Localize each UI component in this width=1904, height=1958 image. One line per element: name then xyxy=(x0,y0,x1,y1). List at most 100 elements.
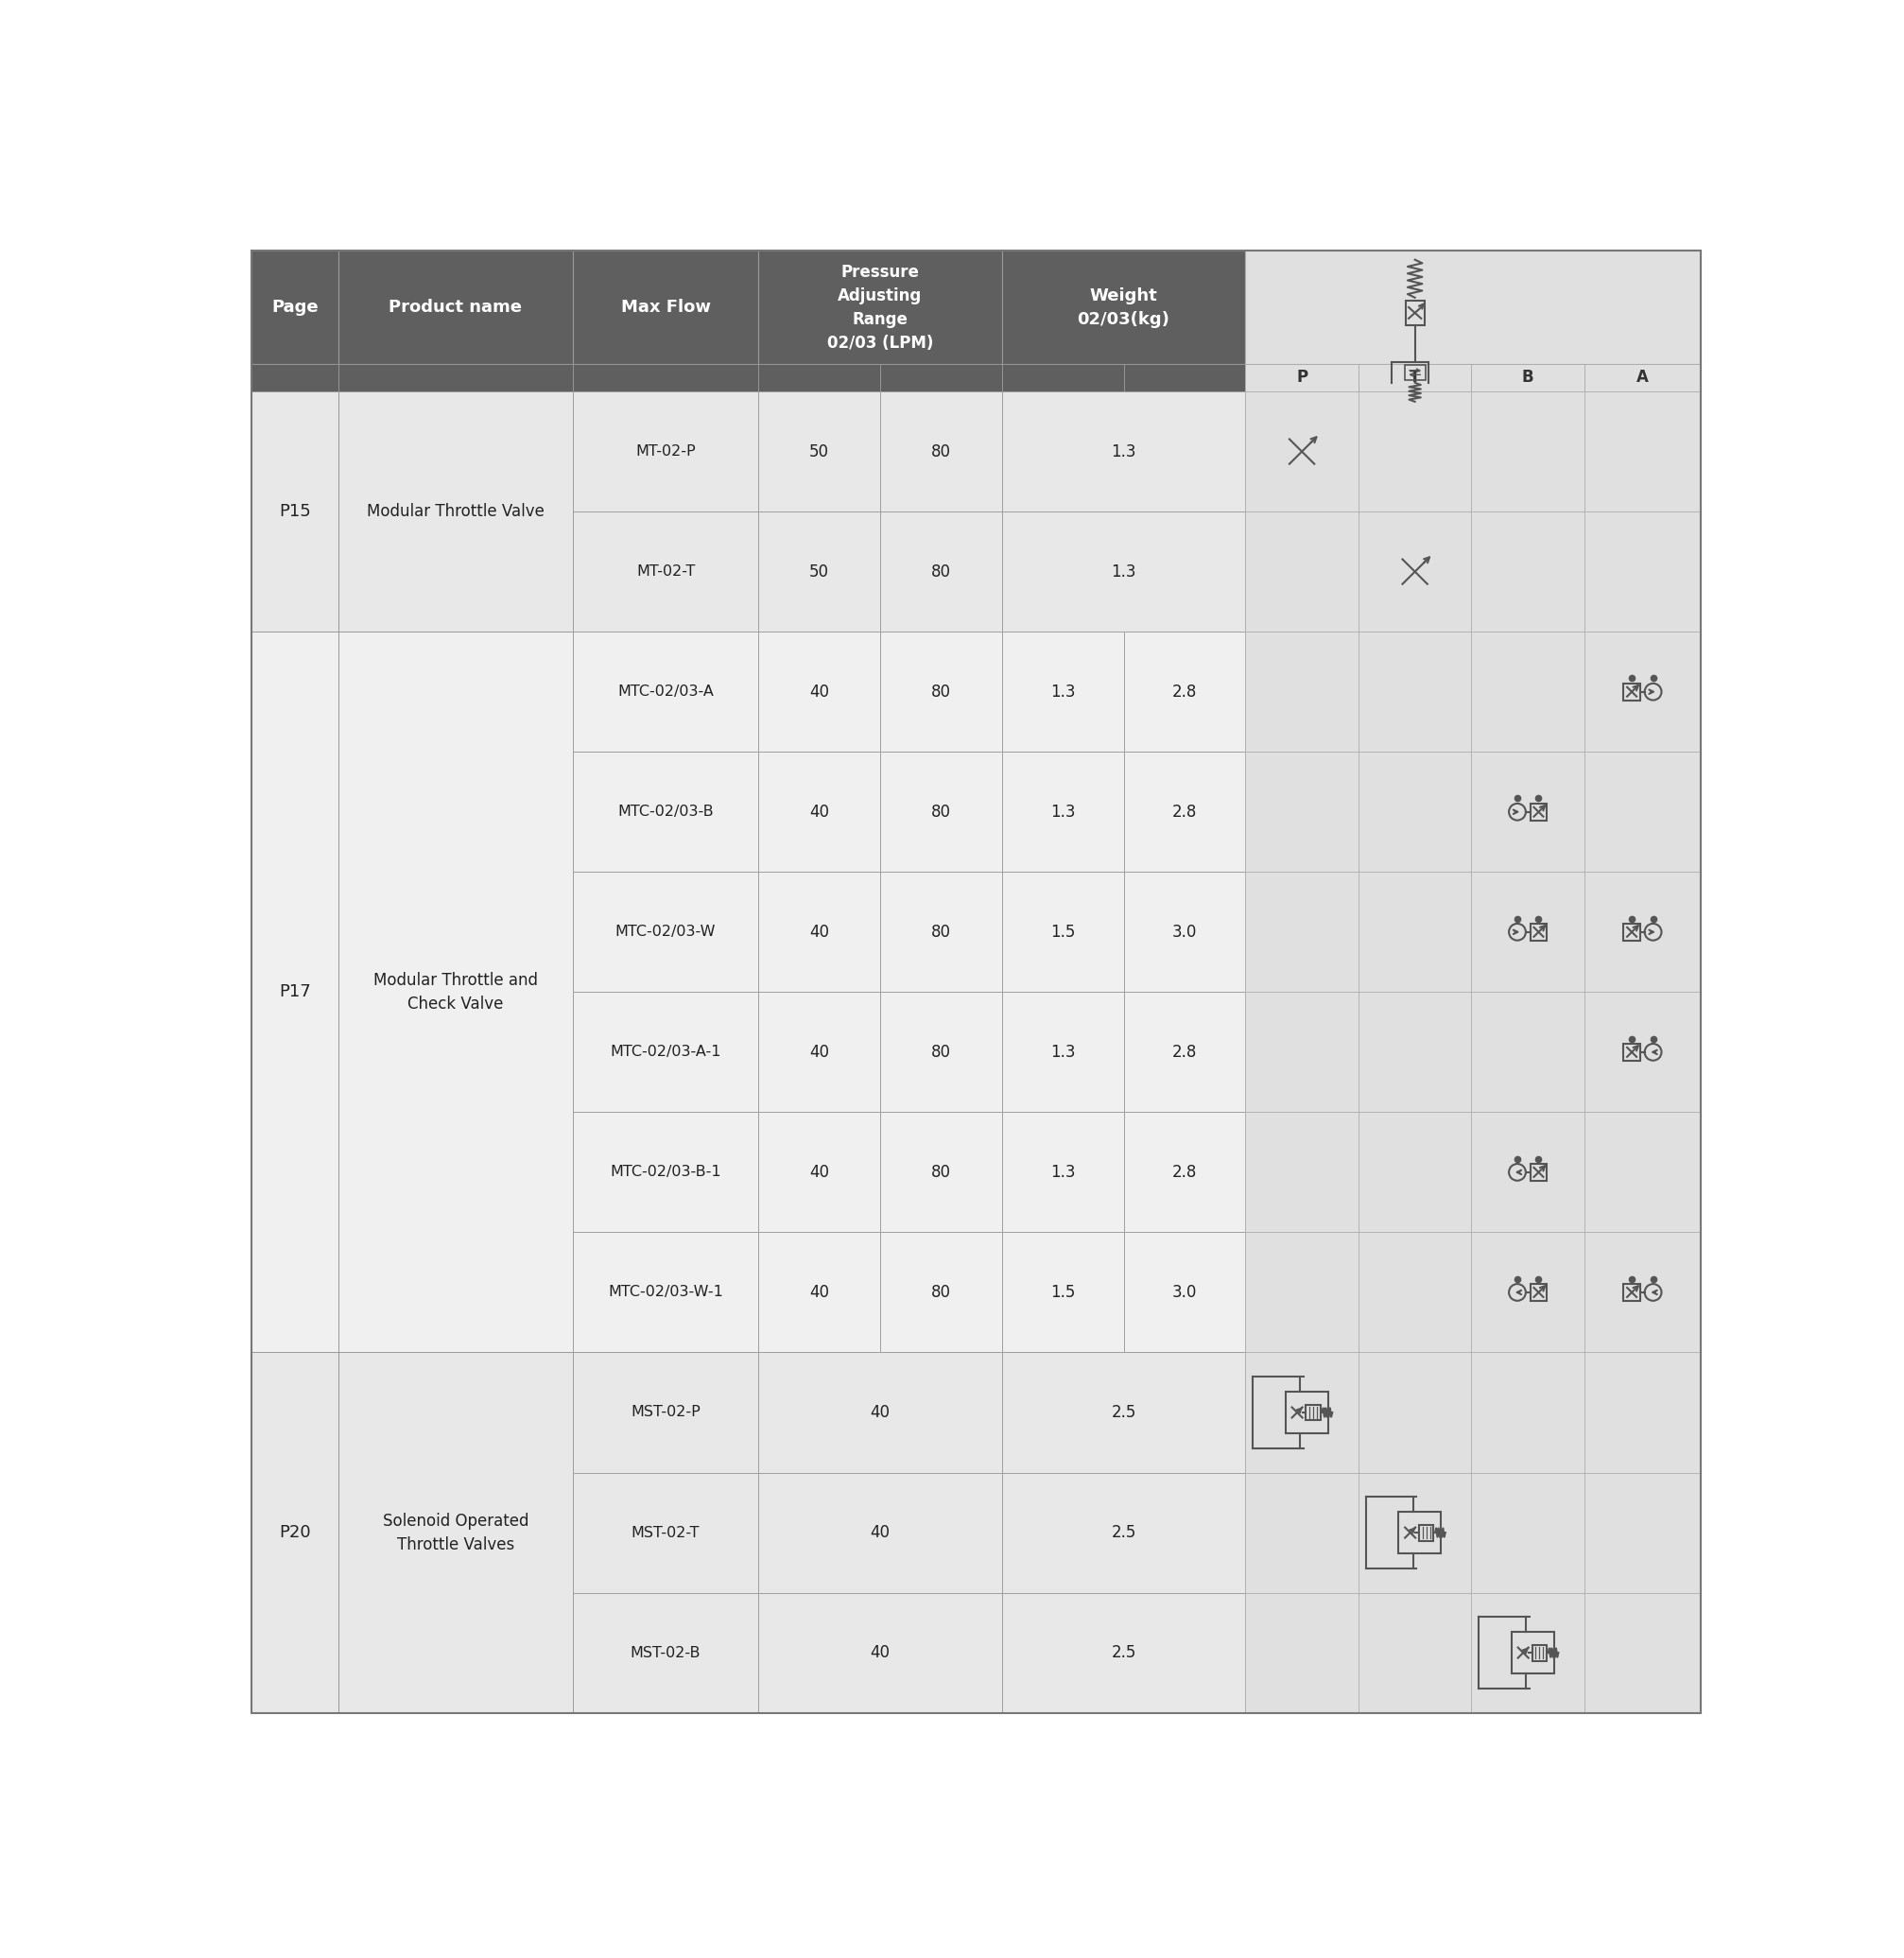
Bar xyxy=(1472,511,1584,632)
Text: Weight
02/03(kg): Weight 02/03(kg) xyxy=(1078,288,1169,327)
Text: 40: 40 xyxy=(809,803,830,820)
Bar xyxy=(1472,1472,1584,1592)
Bar xyxy=(1002,1353,1245,1472)
Bar xyxy=(339,632,573,1353)
Bar xyxy=(880,632,1002,752)
Bar xyxy=(573,251,758,364)
Bar xyxy=(1245,364,1358,392)
Bar xyxy=(880,1232,1002,1353)
Bar xyxy=(1533,1645,1546,1660)
Bar xyxy=(1531,924,1548,940)
Text: 40: 40 xyxy=(809,924,830,940)
Bar xyxy=(758,993,880,1112)
Text: 1.3: 1.3 xyxy=(1112,443,1137,460)
Text: 80: 80 xyxy=(931,1044,950,1061)
Bar xyxy=(573,1472,758,1592)
Text: 80: 80 xyxy=(931,1163,950,1181)
Bar xyxy=(1358,1232,1472,1353)
Text: Modular Throttle and
Check Valve: Modular Throttle and Check Valve xyxy=(373,971,537,1012)
Bar xyxy=(1584,871,1700,993)
Text: 1.3: 1.3 xyxy=(1051,803,1076,820)
Bar xyxy=(1245,993,1358,1112)
Bar xyxy=(251,251,339,364)
Bar xyxy=(1002,1232,1123,1353)
Text: 80: 80 xyxy=(931,924,950,940)
Bar xyxy=(758,752,880,871)
Bar xyxy=(1123,871,1245,993)
Text: B: B xyxy=(1521,370,1535,386)
Text: 40: 40 xyxy=(870,1523,889,1541)
Bar xyxy=(1472,1112,1584,1232)
Text: MTC-02/03-W: MTC-02/03-W xyxy=(615,924,716,940)
Bar xyxy=(1584,1472,1700,1592)
Bar xyxy=(1245,511,1358,632)
Text: Solenoid Operated
Throttle Valves: Solenoid Operated Throttle Valves xyxy=(383,1512,529,1553)
Text: 1.3: 1.3 xyxy=(1051,1044,1076,1061)
Bar xyxy=(1358,1592,1472,1713)
Bar xyxy=(1002,1592,1245,1713)
Bar xyxy=(880,364,1002,392)
Bar xyxy=(1123,1112,1245,1232)
Bar xyxy=(573,632,758,752)
Bar xyxy=(1472,752,1584,871)
Bar xyxy=(339,1353,573,1713)
Text: 80: 80 xyxy=(931,443,950,460)
Bar xyxy=(1123,364,1245,392)
Bar xyxy=(339,392,573,632)
Text: P17: P17 xyxy=(278,983,310,1001)
Text: 1.5: 1.5 xyxy=(1051,1284,1076,1300)
Bar xyxy=(880,752,1002,871)
Bar xyxy=(1531,1284,1548,1300)
Text: 2.8: 2.8 xyxy=(1173,803,1198,820)
Bar xyxy=(1358,752,1472,871)
Bar xyxy=(1002,511,1245,632)
Bar xyxy=(1245,752,1358,871)
Bar xyxy=(1002,251,1245,364)
Bar xyxy=(573,993,758,1112)
Text: MTC-02/03-A: MTC-02/03-A xyxy=(617,685,714,699)
Bar xyxy=(758,511,880,632)
Bar xyxy=(1123,993,1245,1112)
Bar xyxy=(1472,1592,1584,1713)
Text: Product name: Product name xyxy=(388,300,522,315)
Text: 50: 50 xyxy=(809,443,830,460)
Bar xyxy=(1472,364,1584,392)
Bar xyxy=(1245,251,1700,364)
Bar xyxy=(1624,1284,1639,1300)
Text: MTC-02/03-A-1: MTC-02/03-A-1 xyxy=(609,1046,722,1059)
Text: 2.8: 2.8 xyxy=(1173,1163,1198,1181)
Bar xyxy=(758,364,880,392)
Text: 80: 80 xyxy=(931,683,950,701)
Text: Modular Throttle Valve: Modular Throttle Valve xyxy=(367,503,545,521)
Text: MT-02-P: MT-02-P xyxy=(636,444,695,458)
Bar xyxy=(1584,1232,1700,1353)
Bar xyxy=(758,1353,1002,1472)
Bar xyxy=(1123,632,1245,752)
Bar xyxy=(1358,632,1472,752)
Text: MST-02-T: MST-02-T xyxy=(632,1525,701,1539)
Text: 2.5: 2.5 xyxy=(1112,1645,1137,1660)
Text: T: T xyxy=(1409,370,1420,386)
Bar xyxy=(1358,364,1472,392)
Bar xyxy=(1245,871,1358,993)
Bar xyxy=(880,511,1002,632)
Bar xyxy=(1245,1353,1358,1472)
Bar xyxy=(1418,1525,1434,1541)
Bar xyxy=(758,1592,1002,1713)
Bar xyxy=(758,392,880,511)
Bar xyxy=(1285,1392,1327,1433)
Bar xyxy=(1002,871,1123,993)
Bar xyxy=(1398,1512,1441,1555)
Text: 1.3: 1.3 xyxy=(1051,683,1076,701)
Bar xyxy=(339,364,573,392)
Bar xyxy=(573,1112,758,1232)
Bar xyxy=(1358,511,1472,632)
Bar xyxy=(573,511,758,632)
Bar xyxy=(1002,1472,1245,1592)
Text: 40: 40 xyxy=(870,1404,889,1422)
Text: 1.5: 1.5 xyxy=(1051,924,1076,940)
Bar xyxy=(758,871,880,993)
Bar xyxy=(1358,871,1472,993)
Text: MST-02-B: MST-02-B xyxy=(630,1645,701,1660)
Bar xyxy=(880,993,1002,1112)
